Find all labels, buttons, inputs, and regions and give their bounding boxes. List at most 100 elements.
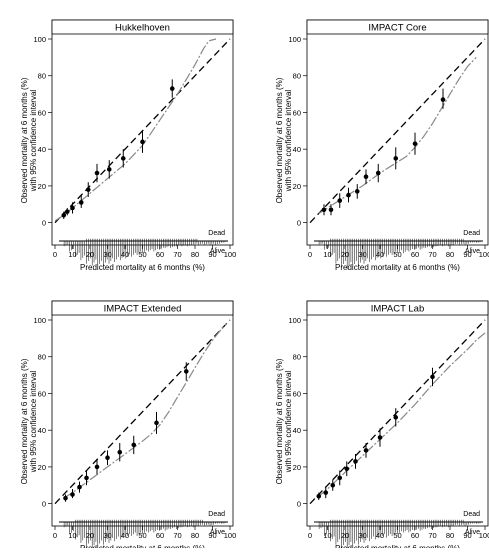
- y-axis-title-line2: with 95% confidence interval: [29, 90, 38, 193]
- y-tick-label: 20: [38, 463, 46, 472]
- observed-point: [354, 189, 360, 194]
- smoothed-calibration-curve: [63, 323, 227, 499]
- observed-point: [117, 449, 123, 455]
- panel-title: IMPACT Lab: [371, 304, 425, 315]
- dead-label: Dead: [463, 230, 480, 237]
- x-tick-label: 20: [86, 531, 94, 540]
- observed-point: [106, 167, 112, 172]
- panel-title-strip: [51, 19, 234, 35]
- observed-point: [344, 466, 350, 472]
- x-tick-label: 0: [308, 250, 312, 259]
- x-tick-label: 80: [191, 250, 199, 259]
- smoothed-calibration-curve: [318, 332, 486, 497]
- x-tick-label: 0: [53, 250, 57, 259]
- x-tick-label: 50: [138, 250, 146, 259]
- smoothed-calibration-curve: [54, 38, 217, 222]
- alive-label: Alive: [465, 248, 480, 255]
- x-tick-label: 80: [191, 531, 199, 540]
- y-tick-label: 0: [297, 219, 301, 228]
- y-axis-title-line1: Observed mortality at 6 months (%): [20, 358, 29, 484]
- y-tick-label: 60: [38, 389, 46, 398]
- observed-point: [94, 464, 100, 470]
- y-tick-label: 80: [293, 72, 301, 81]
- y-tick-label: 40: [293, 426, 301, 435]
- x-tick-label: 50: [393, 531, 401, 540]
- x-tick-label: 80: [446, 531, 454, 540]
- ideal-calibration-line: [309, 319, 486, 505]
- x-tick-label: 90: [463, 531, 471, 540]
- y-tick-label: 100: [33, 35, 46, 44]
- calibration-panel: Hukkelhoven 0 20 40 60 80 100 0 10 20 30 40 50 60 70 80…: [20, 19, 236, 272]
- observed-point: [94, 170, 100, 176]
- observed-point: [393, 415, 399, 420]
- x-axis-title: Predicted mortality at 6 months (%): [335, 263, 460, 272]
- observed-point: [84, 475, 89, 481]
- x-tick-label: 90: [208, 250, 216, 259]
- panel-frame: [306, 300, 489, 527]
- x-tick-label: 60: [411, 250, 419, 259]
- observed-point: [70, 205, 75, 211]
- x-tick-label: 10: [323, 531, 331, 540]
- observed-point: [330, 482, 336, 488]
- ideal-calibration-line: [309, 38, 486, 224]
- x-axis-title: Predicted mortality at 6 months (%): [80, 263, 205, 272]
- x-tick-label: 100: [224, 531, 237, 540]
- y-tick-label: 60: [293, 389, 301, 398]
- y-axis-title-line1: Observed mortality at 6 months (%): [275, 358, 284, 484]
- x-tick-label: 40: [121, 250, 129, 259]
- observed-point: [377, 435, 383, 440]
- x-tick-label: 70: [428, 531, 436, 540]
- observed-point: [78, 200, 84, 205]
- panel-title-strip: [306, 300, 489, 316]
- observed-point: [363, 448, 369, 453]
- y-tick-label: 40: [293, 145, 301, 154]
- x-tick-label: 30: [103, 250, 111, 259]
- observed-point: [316, 493, 322, 499]
- smoothed-calibration-curve: [318, 56, 477, 215]
- observed-point: [85, 187, 91, 192]
- y-tick-label: 80: [293, 353, 301, 362]
- y-tick-label: 80: [38, 72, 46, 81]
- panel-frame: [306, 19, 489, 246]
- x-tick-label: 100: [479, 531, 489, 540]
- y-tick-label: 60: [38, 108, 46, 117]
- observed-point: [77, 484, 82, 490]
- observed-point: [440, 97, 446, 102]
- calibration-panel: IMPACT Lab 0 20 40 60 80 100 0 10 20 30 40 50 60 70 80 9…: [275, 300, 489, 553]
- dead-label: Dead: [463, 511, 480, 518]
- x-tick-label: 10: [68, 250, 76, 259]
- calibration-panel: IMPACT Core 0 20 40 60 80 100 0 10 20 30 40 50 60 70 80…: [275, 19, 489, 272]
- observed-point: [323, 490, 329, 495]
- y-tick-label: 60: [293, 108, 301, 117]
- observed-point: [154, 420, 159, 426]
- x-axis-title: Predicted mortality at 6 months (%): [80, 544, 205, 548]
- ideal-calibration-line: [54, 319, 231, 505]
- x-tick-label: 60: [411, 531, 419, 540]
- x-tick-label: 70: [173, 250, 181, 259]
- x-tick-label: 40: [376, 250, 384, 259]
- y-tick-label: 80: [38, 353, 46, 362]
- calibration-panel: IMPACT Extended 0 20 40 60 80 100 0 10 20 30 40 50 60…: [20, 300, 237, 553]
- panel-title-strip: [51, 300, 234, 316]
- y-axis-title-line2: with 95% confidence interval: [284, 371, 293, 474]
- observed-point: [337, 198, 343, 203]
- x-tick-label: 20: [86, 250, 94, 259]
- x-tick-label: 60: [156, 250, 164, 259]
- y-axis-title-line2: with 95% confidence interval: [284, 90, 293, 193]
- y-axis-title-line1: Observed mortality at 6 months (%): [275, 77, 284, 203]
- x-tick-label: 60: [156, 531, 164, 540]
- x-tick-label: 0: [53, 531, 57, 540]
- observed-point: [64, 209, 70, 214]
- observed-point: [412, 141, 418, 146]
- observed-point: [393, 156, 399, 161]
- alive-label: Alive: [210, 529, 225, 536]
- y-tick-label: 0: [297, 500, 301, 509]
- observed-point: [131, 442, 137, 448]
- panel-title: Hukkelhoven: [115, 23, 170, 34]
- y-tick-label: 0: [42, 500, 46, 509]
- x-tick-label: 20: [341, 531, 349, 540]
- x-tick-label: 10: [323, 250, 331, 259]
- observed-point: [375, 170, 381, 176]
